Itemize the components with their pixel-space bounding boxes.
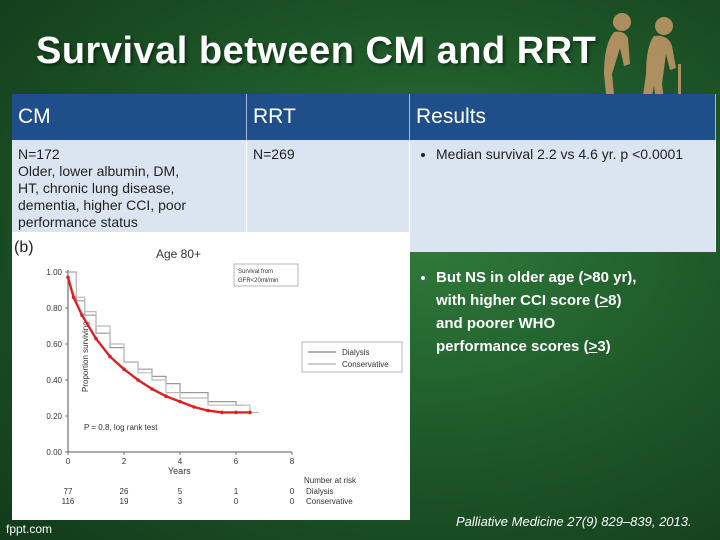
risk-value: 1 — [234, 487, 239, 496]
header-cm: CM — [12, 94, 247, 140]
inset-text: Survival from — [238, 269, 273, 275]
risk-header: Number at risk — [304, 476, 357, 485]
panel-label: (b) — [14, 239, 34, 256]
citation: 27(9) 829–839, 2013. — [563, 514, 692, 529]
survival-figure: (b) Age 80+ Proportion surviving 0.00 0.2… — [12, 232, 410, 520]
y-tick-label: 0.40 — [46, 376, 62, 385]
comparison-table: CM RRT Results N=172 Older, lower albumi… — [12, 94, 716, 252]
cm-line: HT, chronic lung disease, — [18, 180, 175, 196]
finding-line: 3) — [597, 338, 611, 355]
annotation-point — [192, 405, 196, 409]
y-tick-label: 0.00 — [46, 448, 62, 457]
risk-value: 116 — [62, 497, 75, 506]
legend-box — [301, 341, 403, 373]
x-tick-label: 4 — [178, 457, 183, 466]
risk-row-label: Dialysis — [306, 487, 334, 496]
risk-value: 26 — [120, 487, 129, 496]
annotation-point — [206, 408, 210, 413]
finding-line: performance scores ( — [436, 338, 589, 355]
annotation-point — [248, 410, 252, 415]
cm-line: Older, lower albumin, DM, — [18, 163, 180, 179]
risk-value: 5 — [178, 487, 183, 496]
cm-line: performance status — [18, 214, 138, 230]
finding-line: with higher CCI score ( — [436, 292, 600, 309]
footer-brand: fppt.com — [6, 522, 53, 536]
annotation-point — [136, 378, 140, 382]
finding-line: 8) — [608, 292, 622, 309]
annotation-point — [220, 410, 224, 415]
panel-title: Age 80+ — [156, 247, 201, 261]
reference: Palliative Medicine 27(9) 829–839, 2013. — [456, 514, 692, 529]
ge-symbol: > — [599, 292, 609, 309]
ge-symbol: > — [588, 338, 598, 355]
findings-bullets: But NS in older age (>80 yr), with highe… — [420, 266, 710, 358]
x-tick-label: 2 — [122, 457, 127, 466]
risk-value: 0 — [290, 487, 295, 496]
annotation-point — [122, 367, 126, 371]
inset-box — [233, 263, 299, 287]
risk-value: 19 — [120, 497, 129, 506]
y-tick-label: 0.80 — [46, 304, 62, 313]
annotation-point — [164, 394, 168, 398]
cm-line: dementia, higher CCI, poor — [18, 197, 187, 213]
x-tick-label: 6 — [234, 457, 239, 466]
annotation-point — [71, 295, 76, 299]
legend-label-conservative: Conservative — [342, 360, 389, 369]
annotation-point — [108, 354, 112, 359]
survival-step-line-conservative — [68, 271, 259, 413]
cm-line: N=172 — [18, 146, 60, 162]
x-tick-label: 8 — [290, 457, 295, 466]
risk-value: 0 — [290, 497, 295, 506]
x-axis-label: Years — [168, 466, 191, 476]
results-bullet: Median survival 2.2 vs 4.6 yr. p <0.0001 — [436, 146, 709, 163]
header-results: Results — [409, 94, 716, 140]
cell-results: Median survival 2.2 vs 4.6 yr. p <0.0001 — [409, 140, 716, 252]
finding-line: and poorer WHO — [436, 315, 556, 332]
annotation-curve — [66, 277, 250, 414]
annotation-point — [234, 410, 238, 415]
inset-text: GFR<20ml/min — [238, 278, 279, 284]
survival-chart: (b) Age 80+ Proportion surviving 0.00 0.2… — [14, 239, 403, 506]
y-tick-label: 1.00 — [46, 268, 62, 277]
risk-value: 0 — [234, 497, 239, 506]
annotation-point — [94, 336, 98, 341]
annotation-point — [178, 399, 182, 404]
x-tick-label: 0 — [66, 457, 71, 466]
finding-line: But NS in older age (>80 yr), — [436, 269, 637, 286]
risk-value: 3 — [178, 497, 183, 506]
legend-label-dialysis: Dialysis — [342, 348, 370, 357]
y-axis-label: Proportion surviving — [81, 321, 90, 392]
annotation-point — [150, 387, 154, 391]
risk-row-label: Conservative — [306, 497, 353, 506]
risk-value: 77 — [64, 487, 73, 496]
stat-text: P = 0.8, log rank test — [84, 423, 158, 432]
finding-item: But NS in older age (>80 yr), with highe… — [436, 266, 710, 358]
header-rrt: RRT — [246, 94, 410, 140]
y-tick-label: 0.20 — [46, 412, 62, 421]
y-tick-label: 0.60 — [46, 340, 62, 349]
journal-name: Palliative Medicine — [456, 514, 564, 529]
annotation-point — [66, 275, 70, 280]
annotation-point — [80, 313, 84, 317]
slide-title: Survival between CM and RRT — [36, 30, 597, 72]
